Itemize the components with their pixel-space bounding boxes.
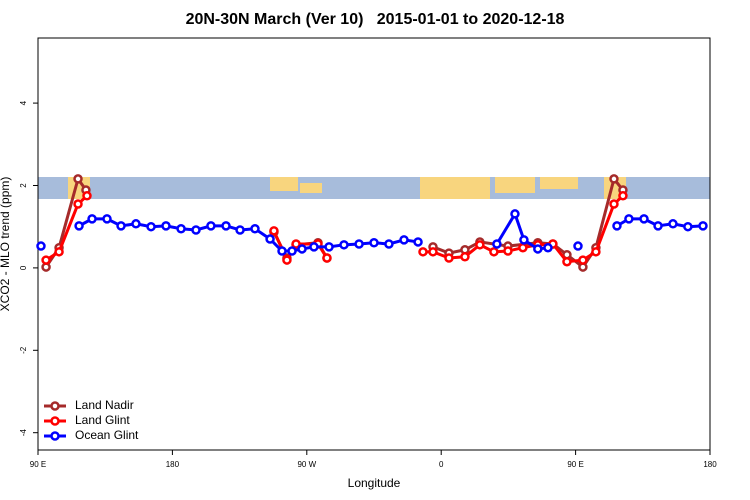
- y-axis-title: XCO2 - MLO trend (ppm): [0, 177, 12, 312]
- point: [418, 247, 428, 257]
- point: [503, 246, 513, 256]
- point: [562, 256, 572, 267]
- point: [444, 253, 454, 263]
- point: [324, 242, 334, 252]
- legend-label: Ocean Glint: [75, 428, 139, 442]
- point: [235, 225, 245, 235]
- point: [475, 240, 485, 250]
- y-tick-label: -2: [19, 346, 28, 354]
- point: [413, 237, 423, 247]
- point: [668, 219, 678, 229]
- legend-label: Land Nadir: [75, 398, 134, 412]
- point: [309, 242, 319, 252]
- point: [624, 214, 634, 224]
- point: [609, 174, 619, 184]
- point: [82, 191, 92, 201]
- x-tick-label: 180: [166, 460, 180, 469]
- point: [653, 221, 663, 231]
- point: [73, 174, 83, 184]
- y-tick-label: 4: [19, 100, 28, 105]
- legend-marker: [50, 431, 60, 441]
- point: [176, 224, 186, 234]
- point: [102, 214, 112, 224]
- point: [683, 221, 693, 232]
- point: [578, 255, 588, 265]
- map-strip: [38, 177, 710, 199]
- point: [73, 199, 83, 209]
- x-axis-title: Longitude: [348, 476, 401, 490]
- y-tick-label: 2: [19, 183, 28, 188]
- point: [116, 221, 126, 231]
- point: [489, 247, 499, 257]
- map-land: [270, 177, 298, 191]
- point: [510, 209, 520, 219]
- point: [265, 234, 275, 244]
- point: [36, 241, 46, 251]
- point: [543, 242, 553, 253]
- point: [41, 255, 51, 265]
- point: [618, 191, 628, 201]
- point: [428, 247, 438, 257]
- point: [54, 247, 64, 257]
- point: [250, 224, 260, 234]
- map-land: [540, 177, 578, 189]
- point: [282, 255, 292, 265]
- legend-label: Land Glint: [75, 413, 130, 427]
- x-tick-label: 0: [439, 460, 444, 469]
- chart-title: 20N-30N March (Ver 10) 2015-01-01 to 202…: [186, 11, 565, 28]
- x-tick-label: 180: [703, 460, 717, 469]
- map-land: [300, 183, 322, 193]
- y-tick-label: 0: [19, 265, 28, 270]
- point: [277, 246, 287, 256]
- point: [639, 214, 649, 224]
- point: [519, 235, 529, 245]
- point: [87, 214, 97, 224]
- legend-marker: [50, 401, 60, 411]
- point: [322, 253, 332, 263]
- point: [287, 246, 297, 256]
- point: [297, 244, 307, 254]
- map-land: [420, 177, 490, 199]
- point: [518, 242, 528, 253]
- x-tick-label: 90 E: [30, 460, 46, 469]
- map-land: [495, 177, 535, 193]
- point: [339, 240, 349, 250]
- point: [369, 238, 379, 248]
- point: [533, 244, 543, 254]
- point: [291, 239, 301, 249]
- point: [206, 221, 216, 231]
- x-tick-label: 90 E: [567, 460, 583, 469]
- point: [269, 226, 279, 236]
- point: [191, 225, 201, 235]
- point: [221, 221, 231, 231]
- point: [146, 221, 156, 232]
- point: [573, 241, 583, 251]
- point: [698, 221, 708, 231]
- point: [161, 221, 171, 231]
- point: [492, 239, 502, 249]
- y-tick-label: -4: [19, 429, 28, 437]
- point: [354, 239, 364, 249]
- point: [399, 235, 409, 245]
- point: [74, 221, 84, 231]
- point: [609, 199, 619, 209]
- x-tick-label: 90 W: [297, 460, 316, 469]
- point: [131, 219, 141, 229]
- point: [612, 221, 622, 231]
- point: [384, 239, 394, 249]
- point: [460, 252, 470, 262]
- legend-marker: [50, 416, 60, 426]
- point: [591, 247, 601, 257]
